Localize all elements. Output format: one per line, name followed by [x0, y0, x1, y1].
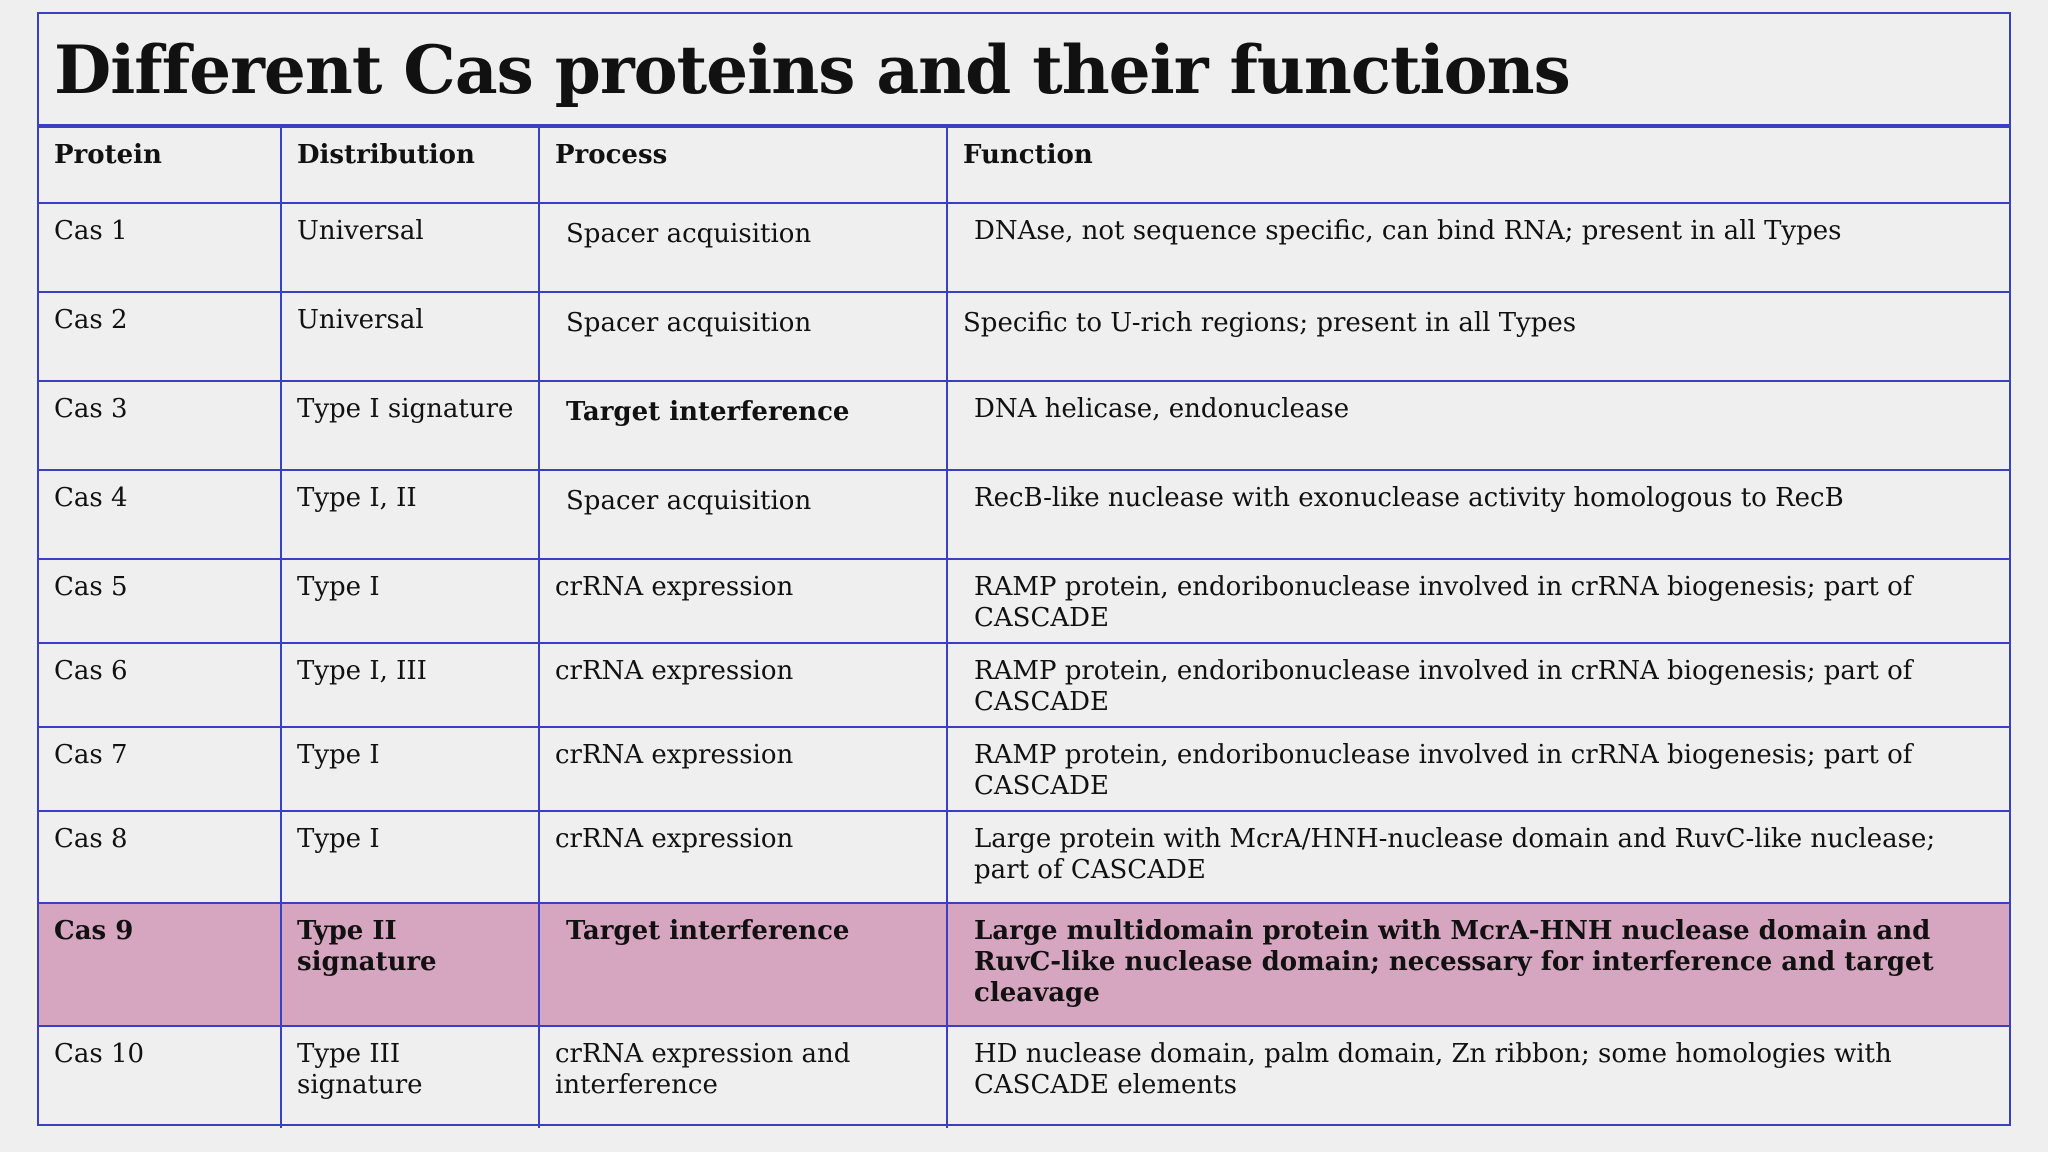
cell-distribution: Type I	[280, 558, 540, 644]
cell-function: DNAse, not sequence specific, can bind R…	[946, 202, 2009, 293]
table-row: Cas 7 Type I crRNA expression RAMP prote…	[39, 726, 2009, 812]
cell-function: Specific to U-rich regions; present in a…	[946, 291, 2009, 382]
table-row: Cas 4 Type I, II Spacer acquisition RecB…	[39, 469, 2009, 560]
cell-process: Target interference	[538, 380, 948, 471]
cell-distribution: Type I, III	[280, 642, 540, 728]
cell-function: RAMP protein, endoribonuclease involved …	[946, 726, 2009, 812]
header-distribution: Distribution	[280, 126, 540, 204]
cell-function: RAMP protein, endoribonuclease involved …	[946, 642, 2009, 728]
table-row: Cas 5 Type I crRNA expression RAMP prote…	[39, 558, 2009, 644]
cell-distribution: Type I signature	[280, 380, 540, 471]
cell-distribution: Type I, II	[280, 469, 540, 560]
cell-process: Spacer acquisition	[538, 291, 948, 382]
cell-protein: Cas 8	[39, 810, 282, 904]
cell-protein: Cas 5	[39, 558, 282, 644]
cell-process: crRNA expression	[538, 726, 948, 812]
cell-distribution: Type I	[280, 810, 540, 904]
header-protein: Protein	[39, 126, 282, 204]
cell-process: crRNA expression	[538, 558, 948, 644]
cas-proteins-table: Protein Distribution Process Function Ca…	[39, 126, 2009, 1128]
cell-protein: Cas 10	[39, 1025, 282, 1128]
cell-function: Large multidomain protein with McrA-HNH …	[946, 902, 2009, 1027]
cell-process: Spacer acquisition	[538, 202, 948, 293]
cell-function: HD nuclease domain, palm domain, Zn ribb…	[946, 1025, 2009, 1128]
title-bar: Different Cas proteins and their functio…	[39, 14, 2009, 126]
cell-function: RecB-like nuclease with exonuclease acti…	[946, 469, 2009, 560]
table-row: Cas 8 Type I crRNA expression Large prot…	[39, 810, 2009, 904]
cell-distribution: Universal	[280, 202, 540, 293]
cell-process: crRNA expression	[538, 642, 948, 728]
slide-frame: Different Cas proteins and their functio…	[37, 12, 2011, 1128]
cell-protein: Cas 7	[39, 726, 282, 812]
page-title: Different Cas proteins and their functio…	[54, 31, 1571, 109]
cell-distribution: Universal	[280, 291, 540, 382]
cell-function: Large protein with McrA/HNH-nuclease dom…	[946, 810, 2009, 904]
cell-function: RAMP protein, endoribonuclease involved …	[946, 558, 2009, 644]
cell-process: crRNA expression	[538, 810, 948, 904]
cell-distribution: Type II signature	[280, 902, 540, 1027]
table-row-highlighted: Cas 9 Type II signature Target interfere…	[39, 902, 2009, 1027]
cell-function: DNA helicase, endonuclease	[946, 380, 2009, 471]
cell-process: crRNA expression and interference	[538, 1025, 948, 1128]
cell-distribution: Type I	[280, 726, 540, 812]
cell-protein: Cas 2	[39, 291, 282, 382]
cell-protein: Cas 9	[39, 902, 282, 1027]
cell-process: Target interference	[538, 902, 948, 1027]
cell-protein: Cas 1	[39, 202, 282, 293]
header-function: Function	[946, 126, 2009, 204]
cell-distribution: Type III signature	[280, 1025, 540, 1128]
cell-protein: Cas 3	[39, 380, 282, 471]
table-header-row: Protein Distribution Process Function	[39, 126, 2009, 204]
cell-process: Spacer acquisition	[538, 469, 948, 560]
table-row: Cas 1 Universal Spacer acquisition DNAse…	[39, 202, 2009, 293]
table-row: Cas 6 Type I, III crRNA expression RAMP …	[39, 642, 2009, 728]
cell-protein: Cas 6	[39, 642, 282, 728]
cell-protein: Cas 4	[39, 469, 282, 560]
header-process: Process	[538, 126, 948, 204]
table-row: Cas 10 Type III signature crRNA expressi…	[39, 1025, 2009, 1128]
table-row: Cas 2 Universal Spacer acquisition Speci…	[39, 291, 2009, 382]
table-row: Cas 3 Type I signature Target interferen…	[39, 380, 2009, 471]
